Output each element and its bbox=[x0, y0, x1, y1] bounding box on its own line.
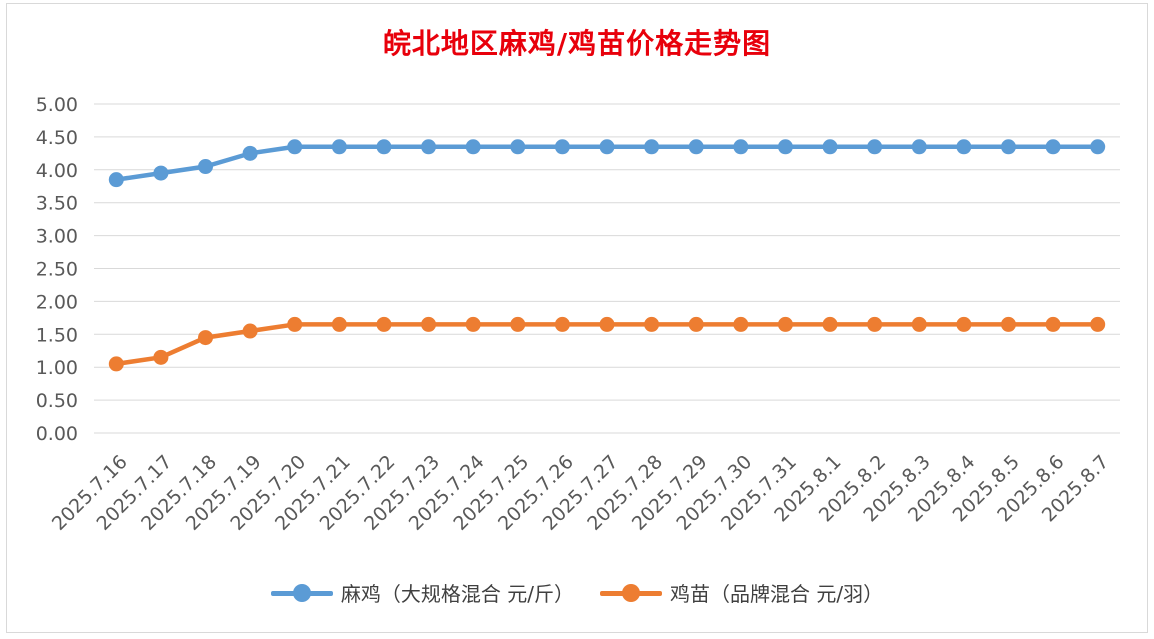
chart-frame bbox=[6, 3, 1148, 633]
legend-swatch-series-2 bbox=[600, 581, 662, 605]
legend-label-series-2: 鸡苗（品牌混合 元/羽） bbox=[670, 582, 884, 606]
data-point-series-1 bbox=[733, 139, 749, 155]
y-tick-label: 3.00 bbox=[36, 226, 78, 248]
data-point-series-2 bbox=[287, 316, 303, 332]
chart-title: 皖北地区麻鸡/鸡苗价格走势图 bbox=[382, 27, 772, 60]
data-point-series-2 bbox=[242, 323, 258, 339]
data-point-series-1 bbox=[1000, 139, 1016, 155]
data-point-series-2 bbox=[911, 316, 927, 332]
legend-swatch-series-1 bbox=[270, 581, 333, 605]
data-point-series-2 bbox=[376, 316, 392, 332]
data-point-series-1 bbox=[822, 139, 838, 155]
data-point-series-1 bbox=[554, 139, 570, 155]
data-point-series-1 bbox=[777, 139, 793, 155]
data-point-series-2 bbox=[1045, 316, 1061, 332]
data-point-series-1 bbox=[331, 139, 347, 155]
data-point-series-2 bbox=[733, 316, 749, 332]
legend-item-series-2: 鸡苗（品牌混合 元/羽） bbox=[600, 578, 883, 607]
data-point-series-2 bbox=[421, 316, 437, 332]
data-point-series-1 bbox=[198, 159, 214, 175]
data-point-series-2 bbox=[1000, 316, 1016, 332]
data-point-series-2 bbox=[1090, 316, 1106, 332]
legend-label-series-1: 麻鸡（大规格混合 元/斤） bbox=[340, 582, 574, 606]
y-tick-label: 2.50 bbox=[36, 259, 78, 281]
y-tick-label: 5.00 bbox=[36, 94, 78, 116]
data-point-series-2 bbox=[198, 330, 214, 346]
data-point-series-1 bbox=[911, 139, 927, 155]
y-tick-label: 4.50 bbox=[36, 127, 78, 149]
y-tick-label: 0.50 bbox=[36, 390, 78, 412]
data-point-series-1 bbox=[242, 145, 258, 161]
data-point-series-1 bbox=[956, 139, 972, 155]
y-tick-label: 2.00 bbox=[36, 291, 78, 313]
data-point-series-1 bbox=[376, 139, 392, 155]
data-point-series-1 bbox=[644, 139, 660, 155]
y-tick-label: 1.50 bbox=[36, 324, 78, 346]
data-point-series-1 bbox=[1090, 139, 1106, 155]
legend: 麻鸡（大规格混合 元/斤） 鸡苗（品牌混合 元/羽） bbox=[0, 578, 1154, 607]
legend-item-series-1: 麻鸡（大规格混合 元/斤） bbox=[270, 578, 574, 607]
data-point-series-1 bbox=[688, 139, 704, 155]
data-point-series-2 bbox=[599, 316, 615, 332]
data-point-series-2 bbox=[108, 356, 124, 372]
y-tick-label: 3.50 bbox=[36, 193, 78, 215]
data-point-series-2 bbox=[777, 316, 793, 332]
data-point-series-1 bbox=[510, 139, 526, 155]
y-tick-label: 1.00 bbox=[36, 357, 78, 379]
data-point-series-1 bbox=[465, 139, 481, 155]
data-point-series-2 bbox=[644, 316, 660, 332]
data-point-series-2 bbox=[554, 316, 570, 332]
y-tick-label: 4.00 bbox=[36, 160, 78, 182]
data-point-series-1 bbox=[867, 139, 883, 155]
data-point-series-2 bbox=[153, 349, 169, 365]
data-point-series-2 bbox=[956, 316, 972, 332]
data-point-series-2 bbox=[510, 316, 526, 332]
data-point-series-1 bbox=[1045, 139, 1061, 155]
data-point-series-2 bbox=[465, 316, 481, 332]
data-point-series-1 bbox=[108, 172, 124, 188]
data-point-series-2 bbox=[331, 316, 347, 332]
y-tick-label: 0.00 bbox=[36, 423, 78, 445]
data-point-series-1 bbox=[421, 139, 437, 155]
data-point-series-1 bbox=[153, 165, 169, 181]
data-point-series-1 bbox=[287, 139, 303, 155]
data-point-series-2 bbox=[867, 316, 883, 332]
data-point-series-2 bbox=[822, 316, 838, 332]
data-point-series-1 bbox=[599, 139, 615, 155]
data-point-series-2 bbox=[688, 316, 704, 332]
